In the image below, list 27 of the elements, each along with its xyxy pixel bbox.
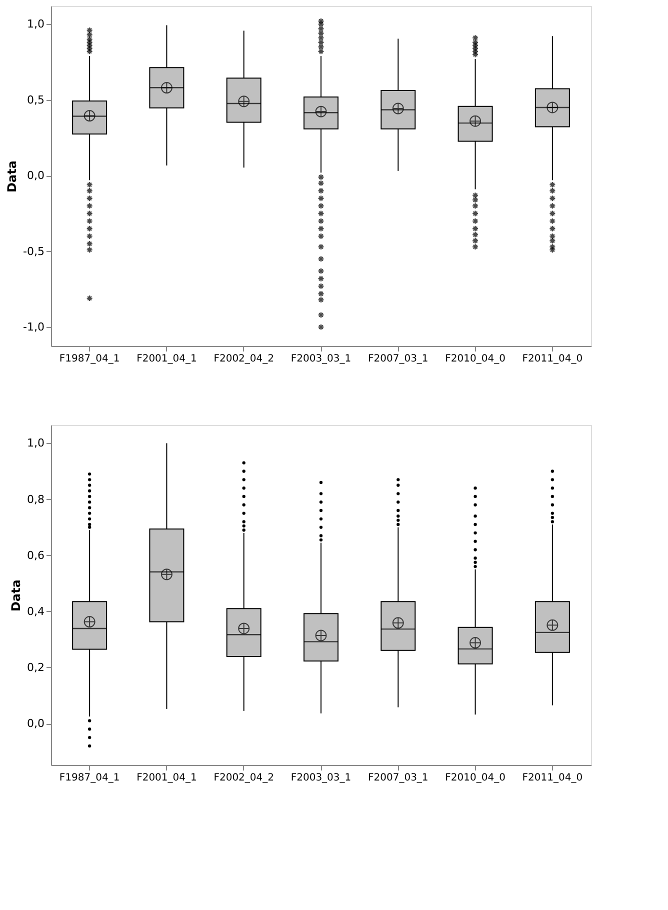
x-tick-label: F2001_04_1 bbox=[136, 772, 197, 784]
x-tick-label: F1987_04_1 bbox=[59, 772, 120, 784]
y-tick-label: 0,0 bbox=[27, 717, 44, 730]
y-tick-label: 1,0 bbox=[27, 436, 44, 450]
x-tick-label: F2003_03_1 bbox=[290, 354, 352, 364]
x-tick-label: F2007_03_1 bbox=[368, 772, 428, 784]
x-tick-label: F2011_04_0 bbox=[522, 354, 583, 364]
x-tick-label: F2003_03_1 bbox=[290, 772, 352, 784]
y-tick-label: 0,2 bbox=[27, 660, 44, 674]
y-axis-title: Data bbox=[5, 160, 20, 192]
y-tick-label: 0,5 bbox=[27, 93, 44, 106]
x-tick-label: F2002_04_2 bbox=[214, 772, 274, 784]
x-tick-label: F2011_04_0 bbox=[522, 772, 583, 784]
x-tick-label: F2001_04_1 bbox=[136, 354, 197, 364]
y-tick-label: -0,5 bbox=[23, 244, 44, 258]
y-tick-label: 1,0 bbox=[27, 18, 44, 31]
x-tick-label: F2007_03_1 bbox=[368, 354, 428, 364]
y-tick-label: 0,8 bbox=[27, 492, 44, 506]
y-tick-label: 0,6 bbox=[27, 548, 44, 562]
x-tick-label: F2010_04_0 bbox=[445, 354, 506, 364]
x-tick-label: F2002_04_2 bbox=[214, 354, 274, 364]
y-axis-title: Data bbox=[9, 580, 24, 612]
x-tick-label: F2010_04_0 bbox=[445, 772, 506, 784]
y-tick-label: -1,0 bbox=[23, 320, 44, 334]
y-tick-label: 0,0 bbox=[27, 169, 44, 182]
x-tick-label: F1987_04_1 bbox=[59, 354, 120, 364]
y-tick-label: 0,4 bbox=[27, 604, 44, 618]
